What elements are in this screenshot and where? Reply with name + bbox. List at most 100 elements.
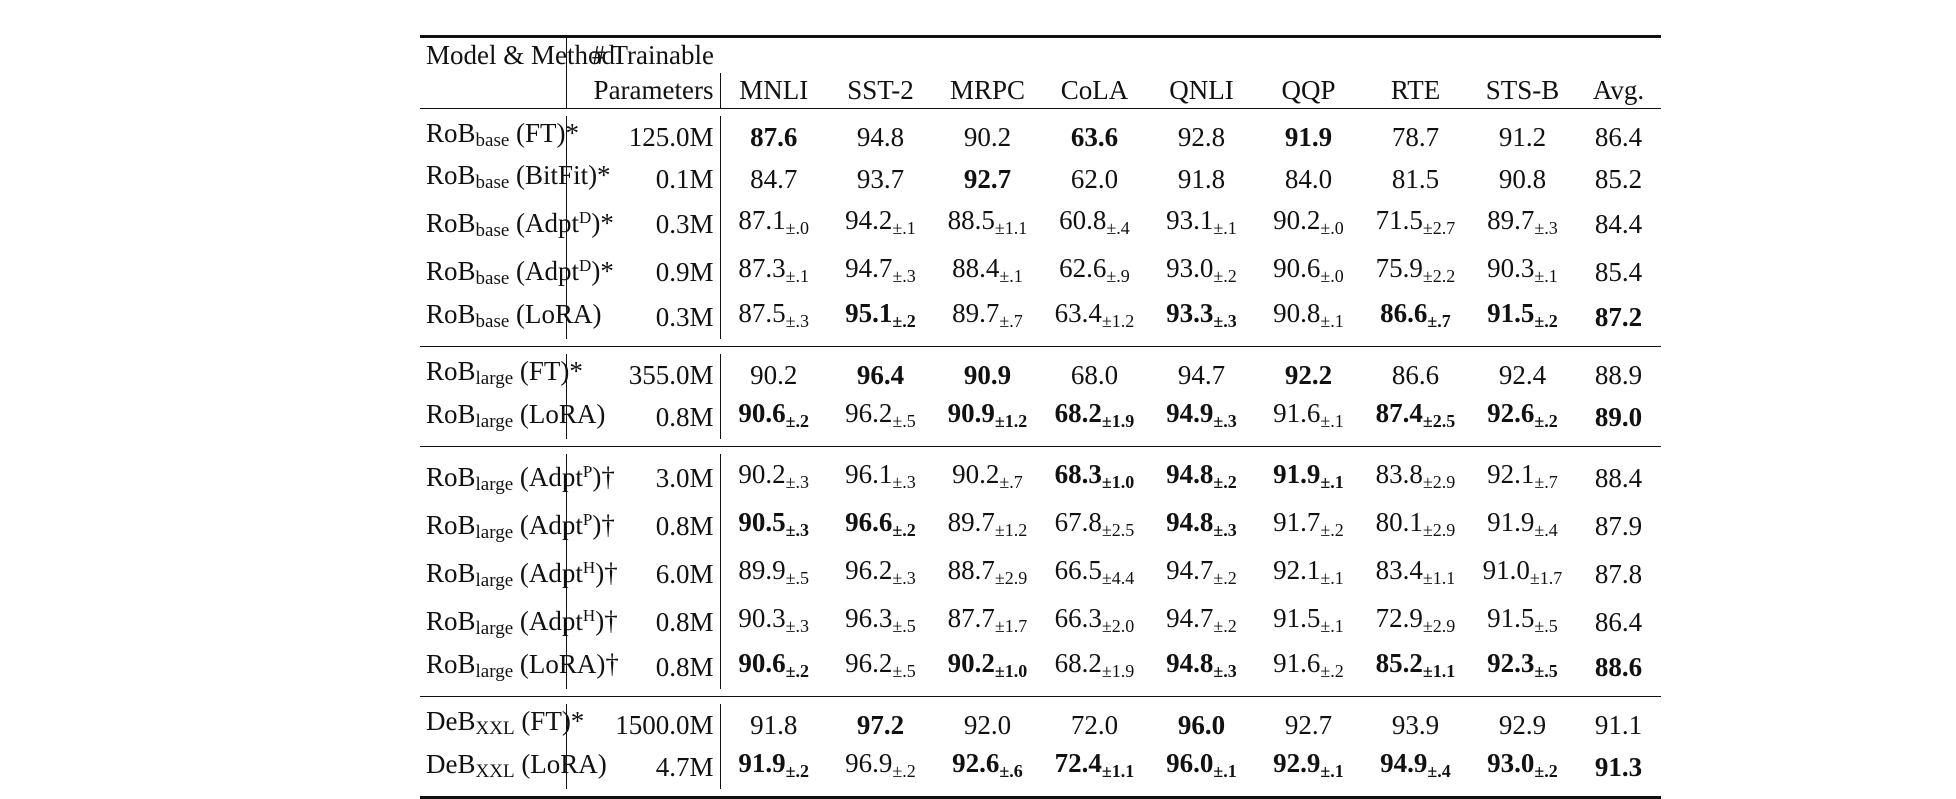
score-std: ±.5 <box>892 411 916 431</box>
score-value: 93.0 <box>1487 748 1535 778</box>
score-cell: 92.8 <box>1148 116 1255 158</box>
model-superscript: P <box>582 510 593 529</box>
score-cell: 90.2±.3 <box>720 454 827 502</box>
score-std: ±.2 <box>892 311 916 331</box>
score-value: 92.2 <box>1284 359 1333 390</box>
score-cell: 68.3±1.0 <box>1041 454 1148 502</box>
score-std: ±1.7 <box>1529 567 1563 588</box>
model-cell: RoBlarge (LoRA)† <box>420 646 619 689</box>
score-cell: 96.2±.3 <box>827 550 934 598</box>
score-value: 89.9 <box>738 554 786 585</box>
score-value: 96.0 <box>1177 709 1226 740</box>
score-value: 87.5 <box>738 298 786 328</box>
score-value: 90.2 <box>750 359 798 390</box>
score-cell: 68.2±1.9 <box>1041 646 1148 689</box>
score-std: ±.5 <box>1534 615 1558 636</box>
score-std: ±.1 <box>1320 471 1344 492</box>
score-cell: 94.8±.3 <box>1148 646 1255 689</box>
score-cell: 87.8 <box>1576 550 1661 598</box>
model-text: )* <box>591 256 614 286</box>
score-value: 91.9 <box>738 748 786 778</box>
score-cell: 91.5±.5 <box>1469 598 1576 646</box>
model-text: (Adpt <box>509 256 580 286</box>
score-value: 96.2 <box>845 554 893 585</box>
score-std: ±.3 <box>785 519 810 540</box>
score-value: 87.6 <box>750 121 798 152</box>
score-value: 94.8 <box>1166 506 1214 537</box>
column-header: RTE <box>1362 73 1469 109</box>
score-value: 62.0 <box>1070 163 1119 194</box>
score-std: ±.4 <box>1106 217 1130 238</box>
params-cell: 0.8M <box>566 646 721 689</box>
model-text: (FT)* <box>514 706 585 736</box>
score-value: 92.1 <box>1487 458 1535 489</box>
score-cell: 87.9 <box>1576 502 1661 550</box>
score-cell: 91.9±.4 <box>1469 502 1576 550</box>
score-std: ±.2 <box>1320 661 1344 681</box>
score-value: 91.5 <box>1487 298 1535 328</box>
score-std: ±.4 <box>1427 761 1451 781</box>
score-value: 91.9 <box>1273 458 1321 489</box>
score-std: ±1.9 <box>1101 661 1135 681</box>
score-cell: 90.6±.2 <box>720 646 827 689</box>
score-value: 96.2 <box>845 648 893 678</box>
score-std: ±.5 <box>1534 661 1558 681</box>
score-cell: 93.1±.1 <box>1148 200 1255 248</box>
score-cell: 84.0 <box>1255 158 1362 200</box>
model-text: (Adpt <box>513 462 583 492</box>
score-value: 84.0 <box>1284 163 1333 194</box>
score-cell: 91.6±.1 <box>1255 396 1362 439</box>
score-std: ±.3 <box>1534 217 1558 238</box>
score-value: 81.5 <box>1391 163 1440 194</box>
params-cell: 0.9M <box>566 248 721 296</box>
table-row: RoBlarge (FT)* 355.0M 90.2 96.4 90.9 68.0 94.7… <box>420 354 1661 396</box>
model-text: (Adpt <box>513 510 583 540</box>
score-value: 62.6 <box>1059 252 1107 283</box>
model-cell: RoBbase (AdptD)* <box>420 248 614 296</box>
score-value: 91.5 <box>1487 602 1535 633</box>
score-cell: 87.5±.3 <box>720 296 827 339</box>
table-row: RoBbase (LoRA) 0.3M 87.5±.3 95.1±.2 89.7±.7 6… <box>420 296 1661 339</box>
score-std: ±1.1 <box>1101 761 1135 781</box>
score-cell: 88.4±.1 <box>934 248 1041 296</box>
score-value: 91.6 <box>1273 648 1321 678</box>
score-cell: 90.3±.1 <box>1469 248 1576 296</box>
score-value: 90.2 <box>963 121 1012 152</box>
score-value: 60.8 <box>1059 204 1107 235</box>
score-cell: 85.4 <box>1576 248 1661 296</box>
params-cell: 1500.0M <box>566 704 721 746</box>
score-value: 83.8 <box>1375 458 1423 489</box>
score-std: ±.6 <box>999 761 1023 781</box>
score-cell: 96.6±.2 <box>827 502 934 550</box>
score-cell: 94.7±.2 <box>1148 598 1255 646</box>
score-value: 80.1 <box>1375 506 1423 537</box>
model-superscript: P <box>582 462 593 481</box>
score-std: ±.2 <box>1534 311 1558 331</box>
params-cell: 0.1M <box>566 158 721 200</box>
score-cell: 90.2±.7 <box>934 454 1041 502</box>
column-header: STS-B <box>1469 73 1576 109</box>
header-model: Model & Method <box>420 36 615 73</box>
model-subscript: base <box>475 130 510 151</box>
score-std: ±2.9 <box>1422 519 1456 540</box>
score-value: 97.2 <box>856 709 905 740</box>
table-row: RoBbase (BitFit)* 0.1M 84.7 93.7 92.7 62.0 91.… <box>420 158 1661 200</box>
column-header: SST-2 <box>827 73 934 109</box>
score-std: ±.7 <box>1427 311 1451 331</box>
score-cell: 94.2±.1 <box>827 200 934 248</box>
score-value: 66.3 <box>1054 602 1102 633</box>
score-value: 94.7 <box>1166 554 1214 585</box>
score-std: ±1.2 <box>1101 311 1135 331</box>
score-value: 96.0 <box>1166 748 1214 778</box>
params-cell: 6.0M <box>566 550 721 598</box>
model-text: (LoRA) <box>513 398 606 429</box>
score-value: 94.8 <box>856 121 905 152</box>
model-text: RoB <box>426 256 476 286</box>
score-cell: 87.7±1.7 <box>934 598 1041 646</box>
model-text: RoB <box>426 208 476 238</box>
score-value: 91.8 <box>1177 163 1226 194</box>
score-std: ±2.5 <box>1422 411 1456 431</box>
table-row: DeBXXL (LoRA) 4.7M 91.9±.2 96.9±.2 92.6±.6 72… <box>420 746 1661 789</box>
column-header: Avg. <box>1576 73 1662 109</box>
score-value: 68.0 <box>1070 359 1119 390</box>
